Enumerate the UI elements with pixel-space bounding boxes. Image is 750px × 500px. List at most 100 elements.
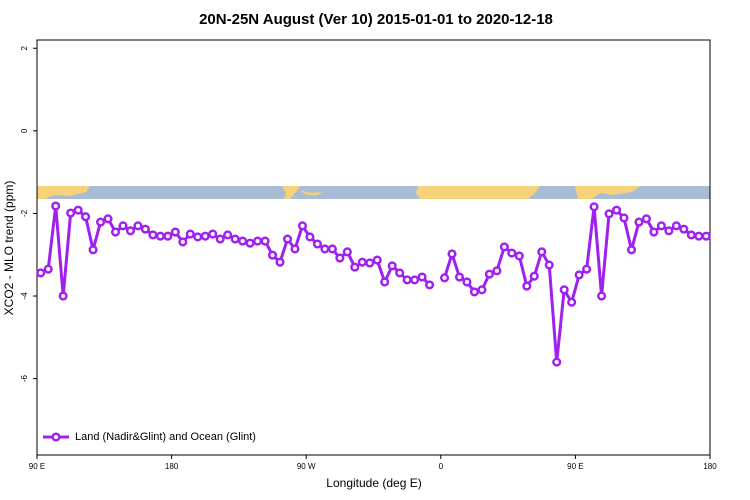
data-point — [215, 234, 225, 244]
x-tick-label: 90 E — [29, 462, 45, 471]
data-point — [425, 280, 435, 290]
data-point — [372, 255, 382, 265]
data-point — [552, 357, 562, 367]
data-point — [499, 242, 509, 252]
data-point — [312, 239, 322, 249]
y-tick-label: -4 — [20, 292, 29, 300]
data-point — [597, 291, 607, 301]
data-point — [230, 234, 240, 244]
data-point — [36, 268, 46, 278]
data-point — [66, 208, 76, 218]
data-point — [103, 214, 113, 224]
data-point — [185, 229, 195, 239]
data-point — [656, 221, 666, 231]
data-point — [417, 272, 427, 282]
data-point — [155, 231, 165, 241]
data-point — [514, 251, 524, 261]
data-point — [634, 217, 644, 227]
data-point — [694, 231, 704, 241]
data-point — [335, 253, 345, 263]
y-axis-label: XCO2 - MLO trend (ppm) — [2, 181, 16, 316]
data-point — [529, 271, 539, 281]
data-point — [686, 230, 696, 240]
data-point — [544, 260, 554, 270]
data-point — [357, 257, 367, 267]
y-tick-label: -6 — [20, 375, 29, 383]
data-point — [320, 244, 330, 254]
data-point — [589, 202, 599, 212]
data-point — [671, 221, 681, 231]
data-point — [223, 230, 233, 240]
data-point — [641, 214, 651, 224]
data-point — [522, 281, 532, 291]
data-point — [402, 275, 412, 285]
data-point — [125, 226, 136, 236]
data-point — [477, 285, 487, 295]
data-point — [365, 258, 375, 268]
data-point — [380, 277, 390, 287]
data-point — [178, 237, 188, 247]
data-point — [664, 226, 674, 236]
data-point — [193, 232, 203, 242]
data-point — [43, 264, 53, 274]
data-point — [282, 234, 293, 244]
data-point — [290, 244, 300, 254]
data-point — [387, 261, 397, 271]
data-point — [619, 213, 629, 223]
data-point — [567, 297, 577, 307]
x-tick-label: 90 E — [567, 462, 583, 471]
data-point — [507, 248, 517, 258]
data-point — [395, 268, 405, 278]
data-point — [200, 231, 210, 241]
data-point — [260, 236, 270, 246]
data-point — [410, 275, 420, 285]
y-tick-label: 2 — [20, 45, 29, 50]
data-point — [701, 231, 711, 241]
data-point — [110, 227, 121, 237]
y-tick-label: 0 — [20, 128, 29, 133]
data-point — [73, 205, 83, 215]
data-point — [582, 264, 592, 274]
data-point — [611, 205, 622, 215]
data-point — [447, 249, 457, 259]
x-tick-label: 90 W — [297, 462, 316, 471]
data-point — [342, 247, 352, 257]
data-point — [58, 291, 68, 301]
data-point — [559, 285, 569, 295]
data-point — [454, 272, 465, 282]
plot-frame — [36, 39, 711, 456]
data-point — [51, 201, 61, 211]
data-point — [238, 236, 248, 246]
y-tick-label: -2 — [20, 209, 29, 217]
data-point — [245, 238, 255, 248]
data-point — [133, 221, 143, 231]
data-point — [253, 236, 263, 246]
legend-marker — [51, 432, 61, 442]
data-point — [170, 227, 180, 237]
data-point — [81, 212, 91, 222]
x-axis-label: Longitude (deg E) — [326, 476, 421, 490]
data-point — [537, 247, 547, 257]
data-point — [649, 227, 659, 237]
data-point — [297, 221, 308, 231]
x-tick-label: 0 — [439, 462, 444, 471]
data-point — [88, 245, 98, 255]
data-point — [484, 269, 494, 279]
data-point — [268, 250, 278, 260]
data-point — [492, 266, 502, 276]
data-point — [439, 273, 450, 283]
data-point — [96, 217, 106, 227]
data-point — [163, 231, 173, 241]
data-point — [350, 262, 360, 272]
data-point — [604, 209, 614, 219]
x-tick-label: 180 — [165, 462, 179, 471]
data-point — [626, 245, 637, 255]
data-point — [327, 244, 337, 254]
data-point — [574, 270, 584, 280]
data-point — [679, 224, 689, 234]
data-point — [140, 224, 150, 234]
data-point — [469, 287, 480, 297]
chart-title: 20N-25N August (Ver 10) 2015-01-01 to 20… — [199, 11, 553, 28]
data-point — [118, 221, 128, 231]
